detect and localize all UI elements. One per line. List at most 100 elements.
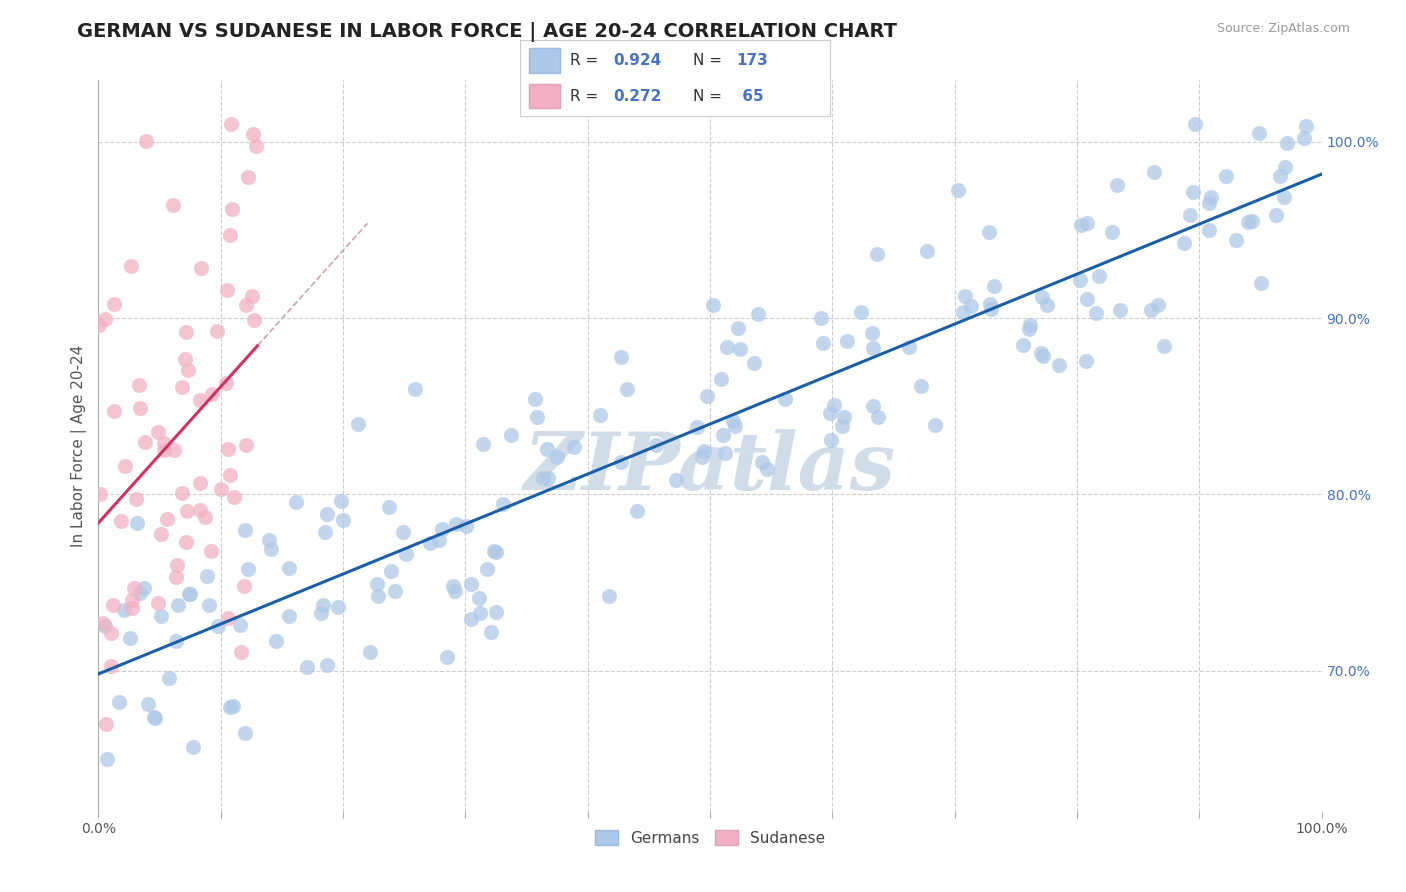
Text: 0.272: 0.272: [613, 88, 661, 103]
Text: 65: 65: [737, 88, 763, 103]
Point: [260, 542, 283, 557]
Point: [96, 752, 118, 766]
Point: [1294, 130, 1316, 145]
Point: [152, 443, 174, 458]
Point: [716, 339, 738, 353]
Point: [217, 611, 239, 625]
Point: [862, 341, 884, 355]
Point: [1181, 185, 1204, 199]
Point: [485, 606, 508, 620]
Text: ZIPatlas: ZIPatlas: [524, 429, 896, 507]
Point: [1011, 337, 1033, 351]
Point: [1240, 213, 1263, 227]
Point: [219, 117, 242, 131]
Point: [156, 512, 179, 526]
Point: [236, 562, 259, 576]
Point: [200, 544, 222, 558]
Point: [1069, 273, 1091, 287]
Point: [148, 596, 170, 610]
Point: [868, 410, 890, 425]
Point: [526, 410, 548, 425]
Point: [176, 504, 198, 518]
Point: [721, 414, 744, 428]
Point: [626, 504, 648, 518]
Point: [166, 558, 188, 573]
Point: [1076, 293, 1098, 307]
Point: [392, 525, 415, 540]
Point: [924, 418, 946, 433]
Point: [179, 586, 201, 600]
Point: [233, 579, 256, 593]
Point: [485, 545, 508, 559]
Point: [100, 659, 122, 673]
Point: [1180, 208, 1202, 222]
Point: [332, 513, 354, 527]
Point: [1105, 178, 1128, 193]
Point: [150, 609, 173, 624]
Point: [347, 417, 370, 431]
Point: [831, 418, 853, 433]
Point: [427, 533, 450, 548]
Point: [645, 438, 668, 452]
Y-axis label: In Labor Force | Age 20-24: In Labor Force | Age 20-24: [72, 345, 87, 547]
Point: [1274, 190, 1296, 204]
Point: [537, 471, 560, 485]
Point: [1088, 269, 1111, 284]
Point: [236, 169, 259, 184]
Point: [747, 307, 769, 321]
Point: [1147, 298, 1170, 312]
Point: [953, 289, 976, 303]
Point: [531, 470, 554, 484]
Point: [359, 645, 381, 659]
Point: [177, 363, 200, 377]
Point: [979, 297, 1001, 311]
Point: [1070, 218, 1092, 232]
Point: [979, 225, 1001, 239]
Point: [1184, 117, 1206, 131]
Point: [295, 660, 318, 674]
Point: [479, 625, 502, 640]
Point: [1018, 322, 1040, 336]
Point: [1035, 298, 1057, 312]
Point: [122, 581, 145, 595]
Point: [233, 725, 256, 739]
Point: [93, 616, 115, 631]
Point: [125, 491, 148, 506]
Text: Source: ZipAtlas.com: Source: ZipAtlas.com: [1216, 22, 1350, 36]
Point: [314, 525, 336, 540]
Point: [107, 695, 129, 709]
Point: [820, 434, 842, 448]
Point: [1268, 169, 1291, 183]
Point: [233, 523, 256, 537]
Point: [173, 351, 195, 366]
Point: [727, 321, 749, 335]
Point: [170, 380, 193, 394]
FancyBboxPatch shape: [530, 48, 561, 73]
Legend: Germans, Sudanese: Germans, Sudanese: [589, 823, 831, 852]
Point: [598, 590, 620, 604]
Point: [610, 455, 633, 469]
Point: [860, 326, 883, 340]
Point: [952, 305, 974, 319]
Point: [177, 587, 200, 601]
Point: [1031, 290, 1053, 304]
Point: [209, 482, 232, 496]
Point: [89, 318, 111, 333]
Point: [201, 386, 224, 401]
Point: [471, 437, 494, 451]
Point: [118, 631, 141, 645]
Point: [378, 500, 401, 515]
Point: [546, 450, 568, 465]
Point: [1084, 306, 1107, 320]
FancyBboxPatch shape: [530, 84, 561, 109]
Point: [284, 495, 307, 509]
Point: [94, 619, 117, 633]
Point: [218, 468, 240, 483]
Point: [129, 586, 152, 600]
Text: N =: N =: [693, 88, 727, 103]
Point: [693, 444, 716, 458]
Point: [714, 446, 737, 460]
Point: [960, 299, 983, 313]
Point: [125, 516, 148, 530]
Point: [121, 601, 143, 615]
